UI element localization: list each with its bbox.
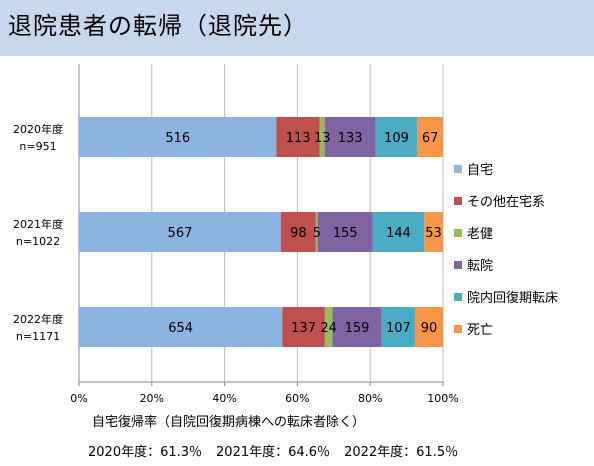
legend-swatch [454,293,462,301]
legend-swatch [454,197,462,205]
bar-segment [415,307,443,347]
stacked-bar-chart: 0% 20% 40% 60% 80% 100% 2020年度 n=951 2021年度 n=10… [13,64,558,405]
data-label: 67 [422,131,439,146]
x-tick-label: 40% [212,392,236,405]
legend-label: その他在宅系 [467,195,545,210]
category-label: n=951 [19,140,56,153]
data-label: 24 [320,321,337,336]
bar-segment [79,117,277,157]
category-label: 2020年度 [13,122,63,136]
rate-2022: 2022年度：61.5％ [344,445,459,460]
bars: 516 113 13 133 109 67 567 98 5 155 144 53 654 137 24 15… [79,117,443,347]
data-label: 137 [291,321,316,336]
data-label: 654 [168,321,193,336]
category-label: n=1022 [16,235,60,248]
bar-segment [381,307,416,347]
legend-label: 老健 [467,227,493,242]
data-label: 516 [165,131,190,146]
bar-segment [332,307,382,347]
category-label: 2021年度 [13,217,63,231]
rate-2021: 2021年度：64.6％ [216,445,331,460]
bar-segment [317,212,373,252]
bar-segment [315,212,318,252]
legend-swatch [454,261,462,269]
data-label: 109 [384,131,409,146]
bar-segment [324,117,376,157]
bar-segment [375,117,418,157]
bar-segment [280,212,316,252]
bar-segment [79,212,281,252]
category-label: n=1171 [16,330,60,343]
legend-label: 転院 [467,259,493,274]
legend-swatch [454,325,462,333]
bar-segment [324,307,333,347]
x-tick-label: 20% [140,392,164,405]
data-label: 13 [314,131,331,146]
legend-swatch [454,229,462,237]
data-label: 98 [290,226,307,241]
rate-2020: 2020年度：61.3％ [88,445,203,460]
bar-segment [424,212,443,252]
bar-segment [276,117,320,157]
data-label: 144 [386,226,411,241]
bar-segment [319,117,325,157]
data-label: 159 [345,321,370,336]
bar-segment [417,117,443,157]
y-axis-labels: 2020年度 n=951 2021年度 n=1022 2022年度 n=1171 [13,122,63,343]
legend-swatch [454,165,462,173]
data-label: 113 [286,131,311,146]
data-label: 133 [338,131,363,146]
x-tick-label: 60% [285,392,309,405]
data-label: 567 [168,226,193,241]
home-return-rate-caption: 自宅復帰率（自院回復期病棟への転床者除く） [92,415,366,430]
home-return-rates: 2020年度：61.3％ 2021年度：64.6％ 2022年度：61.5％ [88,444,472,462]
data-label: 107 [386,321,411,336]
x-tick-label: 100% [427,392,458,405]
page-title: 退院患者の転帰（退院先） [8,12,308,40]
data-label: 53 [425,226,442,241]
x-axis: 0% 20% 40% 60% 80% 100% [70,381,459,405]
data-label: 5 [313,226,321,241]
legend-label: 自宅 [467,163,493,178]
bar-segment [79,307,283,347]
data-label: 155 [333,226,358,241]
bar-segment [372,212,425,252]
title-banner: 退院患者の転帰（退院先） [0,0,594,56]
data-label: 90 [421,321,438,336]
legend-label: 院内回復期転床 [467,290,558,306]
category-label: 2022年度 [13,312,63,326]
x-tick-label: 80% [358,392,382,405]
bar-segment [282,307,325,347]
x-tick-label: 0% [70,392,87,405]
legend-label: 死亡 [467,323,493,338]
